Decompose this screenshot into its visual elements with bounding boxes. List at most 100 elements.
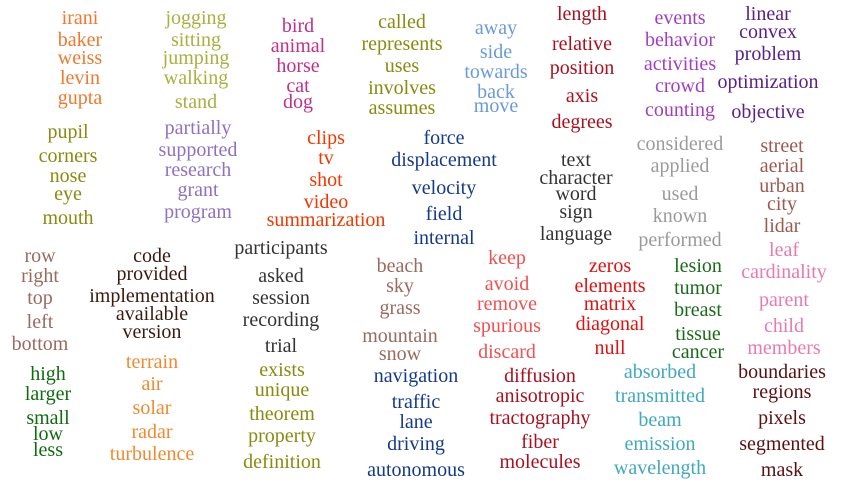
word-exists: exists bbox=[259, 359, 305, 381]
word-field: field bbox=[425, 203, 463, 225]
word-move: move bbox=[473, 95, 519, 117]
word-used: used bbox=[661, 183, 699, 205]
word-avoid: avoid bbox=[484, 273, 530, 295]
word-objective: objective bbox=[731, 101, 805, 123]
word-left: left bbox=[26, 311, 54, 333]
word-null: null bbox=[594, 337, 626, 359]
word-eye: eye bbox=[54, 183, 82, 205]
word-trial: trial bbox=[264, 335, 298, 357]
word-property: property bbox=[248, 425, 316, 447]
word-high: high bbox=[30, 363, 66, 385]
word-axis: axis bbox=[565, 85, 599, 107]
word-language: language bbox=[539, 223, 613, 245]
word-implementation: implementation bbox=[89, 285, 215, 307]
word-sitting: sitting bbox=[170, 29, 222, 51]
word-optimization: optimization bbox=[717, 71, 819, 93]
word-anisotropic: anisotropic bbox=[495, 385, 585, 407]
word-text: text bbox=[561, 149, 591, 171]
word-away: away bbox=[474, 17, 518, 39]
word-regions: regions bbox=[752, 381, 812, 403]
word-word: word bbox=[555, 183, 597, 205]
word-leaf: leaf bbox=[769, 239, 799, 261]
word-air: air bbox=[141, 373, 163, 395]
word-internal: internal bbox=[413, 227, 475, 249]
word-members: members bbox=[747, 337, 821, 359]
word-summarization: summarization bbox=[266, 209, 386, 231]
word-crowd: crowd bbox=[655, 75, 705, 97]
word-back: back bbox=[477, 81, 515, 103]
word-bird: bird bbox=[281, 15, 315, 37]
word-cancer: cancer bbox=[671, 341, 725, 363]
word-lane: lane bbox=[399, 411, 433, 433]
word-participants: participants bbox=[234, 237, 328, 259]
word-levin: levin bbox=[60, 67, 100, 89]
word-top: top bbox=[27, 287, 53, 309]
word-irani: irani bbox=[61, 7, 99, 29]
word-jumping: jumping bbox=[162, 47, 230, 69]
word-tv: tv bbox=[318, 147, 334, 169]
word-emission: emission bbox=[624, 433, 696, 455]
word-definition: definition bbox=[243, 451, 321, 473]
word-relative: relative bbox=[552, 33, 612, 55]
word-assumes: assumes bbox=[368, 97, 436, 119]
word-side: side bbox=[479, 41, 513, 63]
word-autonomous: autonomous bbox=[367, 459, 465, 481]
word-displacement: displacement bbox=[391, 149, 497, 171]
word-force: force bbox=[423, 127, 465, 149]
word-breast: breast bbox=[674, 299, 722, 321]
word-remove: remove bbox=[477, 293, 537, 315]
word-velocity: velocity bbox=[411, 177, 477, 199]
word-version: version bbox=[122, 321, 182, 343]
word-elements: elements bbox=[574, 275, 646, 297]
word-tissue: tissue bbox=[675, 323, 721, 345]
word-mouth: mouth bbox=[42, 207, 94, 229]
word-sky: sky bbox=[386, 275, 414, 297]
word-recording: recording bbox=[242, 309, 320, 331]
word-driving: driving bbox=[387, 433, 445, 455]
word-applied: applied bbox=[650, 155, 710, 177]
word-city: city bbox=[767, 193, 797, 215]
word-boundaries: boundaries bbox=[738, 361, 826, 383]
word-grass: grass bbox=[379, 297, 421, 319]
word-sign: sign bbox=[559, 201, 593, 223]
word-corners: corners bbox=[38, 145, 98, 167]
word-video: video bbox=[303, 191, 349, 213]
word-position: position bbox=[549, 57, 615, 79]
word-supported: supported bbox=[158, 139, 238, 161]
word-mountain: mountain bbox=[362, 325, 438, 347]
word-low: low bbox=[33, 423, 63, 445]
word-mask: mask bbox=[760, 459, 804, 481]
word-session: session bbox=[252, 287, 310, 309]
word-problem: problem bbox=[734, 43, 802, 65]
word-street: street bbox=[760, 135, 804, 157]
word-considered: considered bbox=[636, 133, 724, 155]
word-urban: urban bbox=[759, 175, 805, 197]
word-counting: counting bbox=[645, 99, 715, 121]
word-shot: shot bbox=[309, 169, 343, 191]
word-dog: dog bbox=[283, 91, 313, 113]
word-parent: parent bbox=[759, 289, 809, 311]
word-cat: cat bbox=[286, 75, 310, 97]
word-uses: uses bbox=[384, 55, 420, 77]
word-known: known bbox=[652, 205, 708, 227]
word-towards: towards bbox=[464, 61, 528, 83]
word-beam: beam bbox=[638, 409, 682, 431]
word-represents: represents bbox=[361, 33, 443, 55]
word-lesion: lesion bbox=[674, 255, 722, 277]
word-baker: baker bbox=[57, 29, 103, 51]
word-aerial: aerial bbox=[759, 155, 805, 177]
word-matrix: matrix bbox=[583, 293, 637, 315]
word-convex: convex bbox=[739, 21, 797, 43]
word-segmented: segmented bbox=[739, 433, 825, 455]
word-degrees: degrees bbox=[551, 111, 613, 133]
word-stand: stand bbox=[174, 91, 218, 113]
word-involves: involves bbox=[368, 77, 436, 99]
word-lidar: lidar bbox=[763, 215, 801, 237]
word-performed: performed bbox=[638, 229, 722, 251]
word-nose: nose bbox=[49, 165, 87, 187]
word-child: child bbox=[764, 315, 804, 337]
word-absorbed: absorbed bbox=[623, 361, 697, 383]
word-walking: walking bbox=[163, 67, 229, 89]
word-asked: asked bbox=[258, 265, 304, 287]
